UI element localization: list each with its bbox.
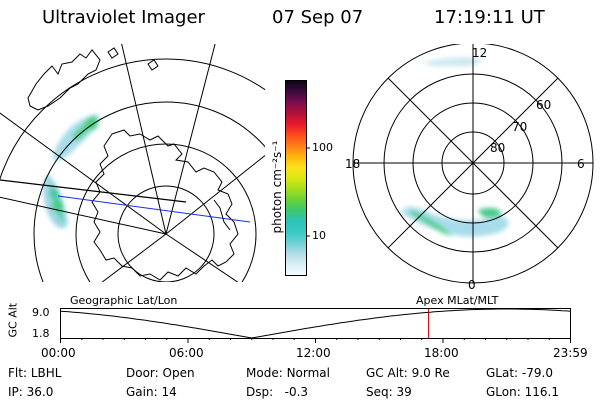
aurora-emission-left [43, 114, 100, 229]
altitude-timeline-plot [60, 308, 571, 343]
timeline-xtick-3: 18:00 [424, 346, 459, 360]
mlt-label-6: 6 [577, 157, 585, 171]
timeline-xtick-0: 00:00 [41, 346, 76, 360]
timeline-xtick-4: 23:59 [553, 346, 588, 360]
info-gain: Gain: 14 [126, 385, 177, 399]
colorbar-tick-10: 10 [312, 229, 326, 242]
mlt-label-0: 0 [468, 278, 476, 292]
info-glon: GLon: 116.1 [486, 385, 559, 399]
app-title: Ultraviolet Imager [42, 7, 205, 28]
altitude-curve [60, 308, 571, 339]
colorbar-tick-100: 100 [312, 141, 333, 154]
mlat-label-70: 70 [512, 120, 528, 134]
time-label: 17:19:11 UT [434, 7, 545, 28]
satellite-track [57, 195, 251, 223]
aurora-emission-right [402, 57, 509, 237]
info-gc-alt: GC Alt: 9.0 Re [366, 366, 450, 380]
timeline-left-label: Geographic Lat/Lon [70, 294, 178, 307]
mlat-label-80: 80 [490, 141, 506, 155]
mlat-grid [352, 44, 594, 284]
timeline-xtick-2: 12:00 [296, 346, 331, 360]
antarctica-coastline [91, 129, 239, 281]
mlt-label-12: 12 [472, 46, 488, 60]
info-glat: GLat: -79.0 [486, 366, 553, 380]
colorbar-ticks [306, 147, 310, 237]
timeline-right-label: Apex MLat/MLT [416, 294, 499, 307]
date-label: 07 Sep 07 [272, 7, 364, 28]
colorbar-unit-label: photon cm⁻²s⁻¹ [270, 140, 284, 234]
south-america-coastline [27, 49, 101, 111]
mlt-label-18: 18 [345, 157, 361, 171]
info-dsp: Dsp: -0.3 [246, 385, 309, 399]
mlat-label-60: 60 [536, 98, 552, 112]
timeline-ytick-9: 9.0 [32, 306, 50, 319]
magnetic-polar-plot [352, 44, 594, 284]
info-seq: Seq: 39 [366, 385, 412, 399]
info-flt: Flt: LBHL [8, 366, 62, 380]
info-ip: IP: 36.0 [8, 385, 54, 399]
geographic-polar-image [0, 44, 265, 282]
color-scale-bar [285, 80, 307, 276]
timeline-y-title: GC Alt [6, 302, 20, 338]
timeline-ytick-1.8: 1.8 [32, 327, 50, 340]
info-door: Door: Open [126, 366, 195, 380]
longitude-grid [0, 44, 265, 282]
info-mode: Mode: Normal [246, 366, 330, 380]
timeline-xtick-1: 06:00 [169, 346, 204, 360]
